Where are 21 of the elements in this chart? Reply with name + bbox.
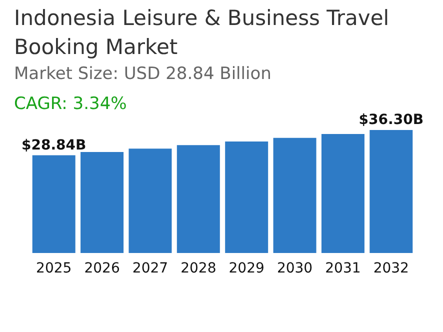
bar	[321, 134, 364, 253]
x-tick-label: 2025	[36, 260, 72, 276]
x-tick-label: 2027	[132, 260, 168, 276]
x-tick-label: 2031	[325, 260, 361, 276]
bar	[225, 142, 268, 253]
x-tick-label: 2032	[373, 260, 409, 276]
text: CAGR: 3.34%	[14, 94, 127, 114]
bar	[370, 130, 413, 253]
x-tick-label: 2029	[228, 260, 264, 276]
chart-title: Indonesia Leisure & Business Travel Booking Market	[14, 5, 390, 61]
x-tick-label: 2028	[180, 260, 216, 276]
x-tick-label: 2026	[84, 260, 120, 276]
chart-subtitle: Market Size: USD 28.84 Billion	[14, 64, 272, 84]
data-label: $36.30B	[358, 112, 424, 128]
bar	[176, 145, 220, 253]
x-tick-label: 2030	[276, 260, 313, 276]
bar	[80, 152, 124, 253]
bar	[273, 138, 316, 253]
bar	[32, 155, 76, 253]
data-label: $28.84B	[22, 137, 86, 154]
bar	[128, 148, 172, 253]
